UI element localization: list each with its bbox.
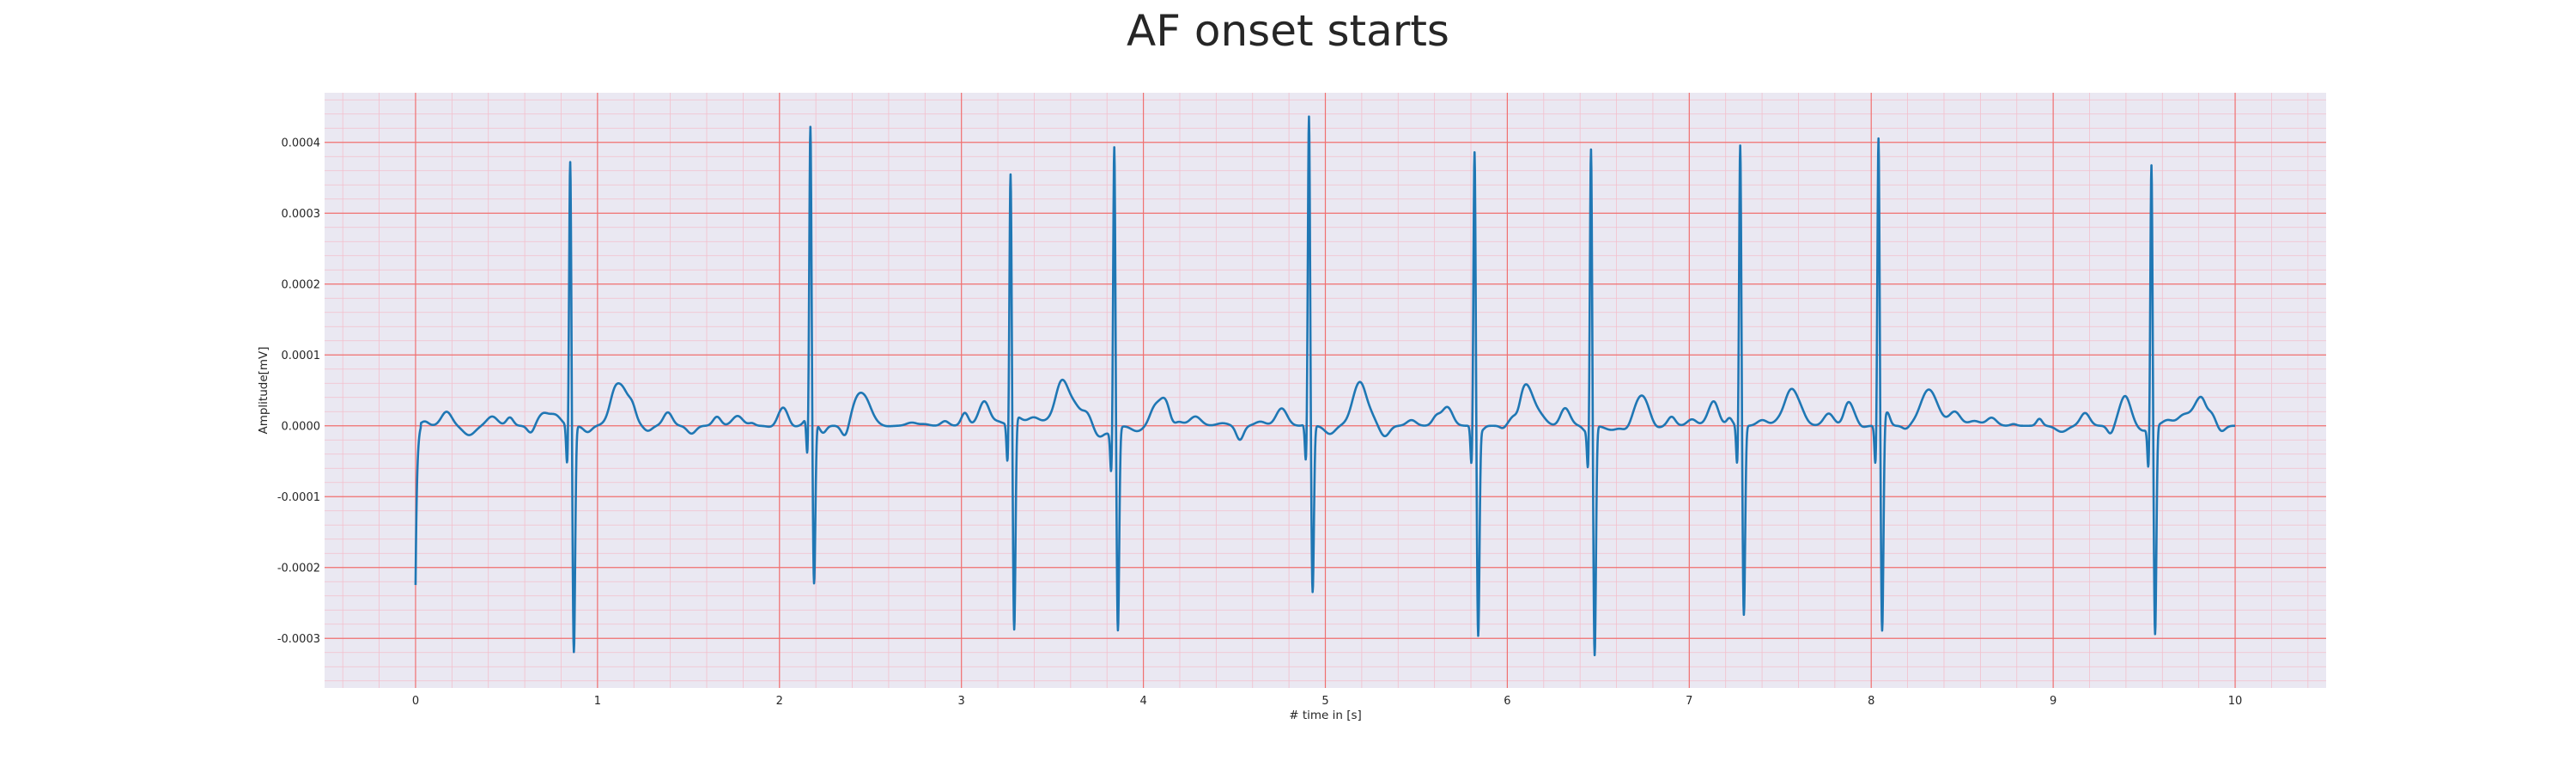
x-tick-label: 8	[1868, 695, 1874, 708]
y-tick-label: -0.0002	[277, 562, 320, 575]
x-tick-label: 2	[776, 695, 783, 708]
y-tick-label: -0.0001	[277, 491, 320, 504]
y-tick-label: 0.0000	[282, 420, 321, 433]
x-tick-label: 3	[958, 695, 965, 708]
x-axis-label: # time in [s]	[1289, 709, 1362, 722]
x-tick-label: 7	[1686, 695, 1692, 708]
y-tick-label: 0.0001	[282, 350, 321, 362]
x-tick-label: 4	[1139, 695, 1146, 708]
ecg-series-line	[414, 115, 2236, 657]
y-tick-label: 0.0002	[282, 278, 321, 291]
x-tick-label: 9	[2050, 695, 2057, 708]
chart-title: AF onset starts	[1127, 6, 1449, 56]
x-tick-label: 1	[594, 695, 601, 708]
y-tick-label: 0.0004	[282, 137, 321, 149]
x-tick-label: 0	[412, 695, 419, 708]
x-tick-label: 5	[1321, 695, 1328, 708]
y-tick-label: 0.0003	[282, 208, 321, 221]
y-tick-label: -0.0003	[277, 633, 320, 646]
x-tick-label: 6	[1504, 695, 1510, 708]
x-tick-label: 10	[2228, 695, 2243, 708]
y-axis-label: Amplitude[mV]	[257, 346, 270, 434]
y-axis-ticks: 0.0004 0.0003 0.0002 0.0001 0.0000 -0.0001 -0.…	[277, 137, 320, 646]
x-axis-ticks: 0 1 2 3 4 5 6 7 8 9 10	[412, 695, 2243, 708]
